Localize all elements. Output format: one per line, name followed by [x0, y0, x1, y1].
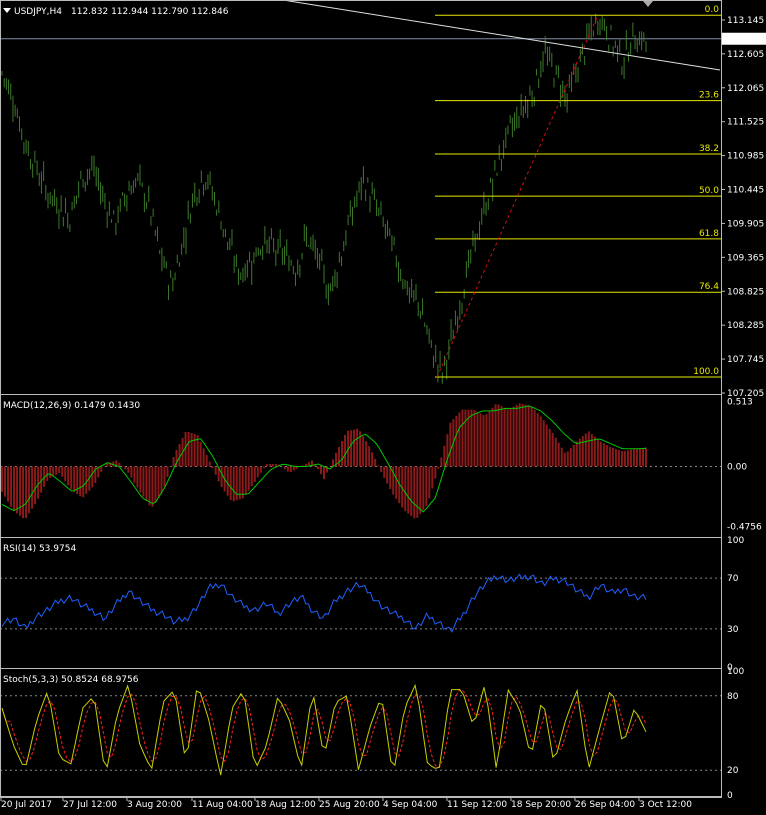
- price-tick-label: 109.365: [727, 253, 764, 263]
- fib-level-label: 76.4: [699, 282, 719, 292]
- fib-level-label: 100.0: [693, 367, 719, 377]
- price-tick-label: 112.065: [727, 84, 764, 94]
- rsi-tick-label: 30: [727, 625, 739, 635]
- macd-tick-label: 0.00: [727, 463, 747, 473]
- time-tick-label: 11 Sep 12:00: [447, 800, 507, 810]
- time-tick-label: 11 Aug 04:00: [192, 800, 253, 810]
- rsi-title: RSI(14) 53.9754: [3, 544, 76, 554]
- stoch-tick-label: 100: [727, 667, 744, 677]
- rsi-tick-label: 70: [727, 574, 739, 584]
- time-tick-label: 4 Sep 04:00: [383, 800, 438, 810]
- stoch-main-line: [1, 683, 647, 776]
- macd-panel[interactable]: [0, 403, 721, 519]
- time-tick-label: 25 Aug 20:00: [319, 800, 380, 810]
- rsi-line: [1, 573, 647, 633]
- fib-level-label: 61.8: [699, 229, 719, 239]
- price-tick-label: 109.905: [727, 219, 764, 229]
- price-tick-label: 113.145: [727, 16, 764, 26]
- price-tick-label: 110.445: [727, 186, 764, 196]
- price-tick-label: 110.985: [727, 152, 764, 162]
- symbol-header[interactable]: USDJPY,H4 112.832 112.944 112.790 112.84…: [3, 7, 229, 17]
- time-tick-label: 3 Oct 12:00: [639, 800, 692, 810]
- fib-level-label: 50.0: [699, 186, 719, 196]
- rsi-tick-label: 100: [727, 536, 744, 546]
- time-tick-label: 3 Aug 20:00: [127, 800, 182, 810]
- macd-signal-line: [1, 405, 647, 513]
- stoch-frame: [0, 668, 722, 797]
- time-tick-label: 18 Aug 12:00: [255, 800, 316, 810]
- fib-level-label: 23.6: [699, 91, 719, 101]
- price-tick-label: 108.825: [727, 287, 764, 297]
- price-tick-label: 107.205: [727, 389, 764, 399]
- rsi-tick-label: 0: [727, 663, 733, 673]
- dropdown-icon[interactable]: [3, 8, 11, 13]
- stoch-title: Stoch(5,3,3) 50.8524 68.9756: [3, 675, 139, 685]
- symbol-title: USDJPY,H4: [14, 7, 62, 17]
- ohlc-values: 112.832 112.944 112.790 112.846: [71, 7, 229, 17]
- price-tick-label: 112.605: [727, 50, 764, 60]
- fib-level-label: 38.2: [699, 144, 719, 154]
- current-price-label: 112.846: [725, 35, 762, 45]
- price-tick-label: 107.745: [727, 355, 764, 365]
- stoch-tick-label: 80: [727, 692, 739, 702]
- stoch-tick-label: 20: [727, 766, 739, 776]
- rsi-panel[interactable]: [0, 573, 721, 633]
- time-tick-label: 26 Sep 04:00: [575, 800, 635, 810]
- time-tick-label: 18 Sep 20:00: [511, 800, 571, 810]
- rsi-frame: [0, 537, 722, 669]
- price-tick-label: 111.525: [727, 118, 764, 128]
- macd-title: MACD(12,26,9) 0.1479 0.1430: [3, 401, 140, 411]
- fib-level-label: 0.0: [705, 5, 720, 15]
- stoch-panel[interactable]: [0, 683, 721, 776]
- macd-tick-label: 0.513: [727, 398, 753, 408]
- price-tick-label: 108.285: [727, 321, 764, 331]
- time-tick-label: 20 Jul 2017: [1, 800, 52, 810]
- shift-marker-icon[interactable]: [643, 1, 653, 7]
- time-tick-label: 27 Jul 12:00: [63, 800, 117, 810]
- macd-tick-label: -0.4756: [727, 523, 762, 533]
- stoch-tick-label: 0: [727, 791, 733, 801]
- current-price-tag: [722, 32, 766, 45]
- price-panel[interactable]: 0.0 23.6 38.2 50.0 61.8 76.4 100.0: [0, 0, 721, 384]
- trendline[interactable]: [282, 0, 721, 71]
